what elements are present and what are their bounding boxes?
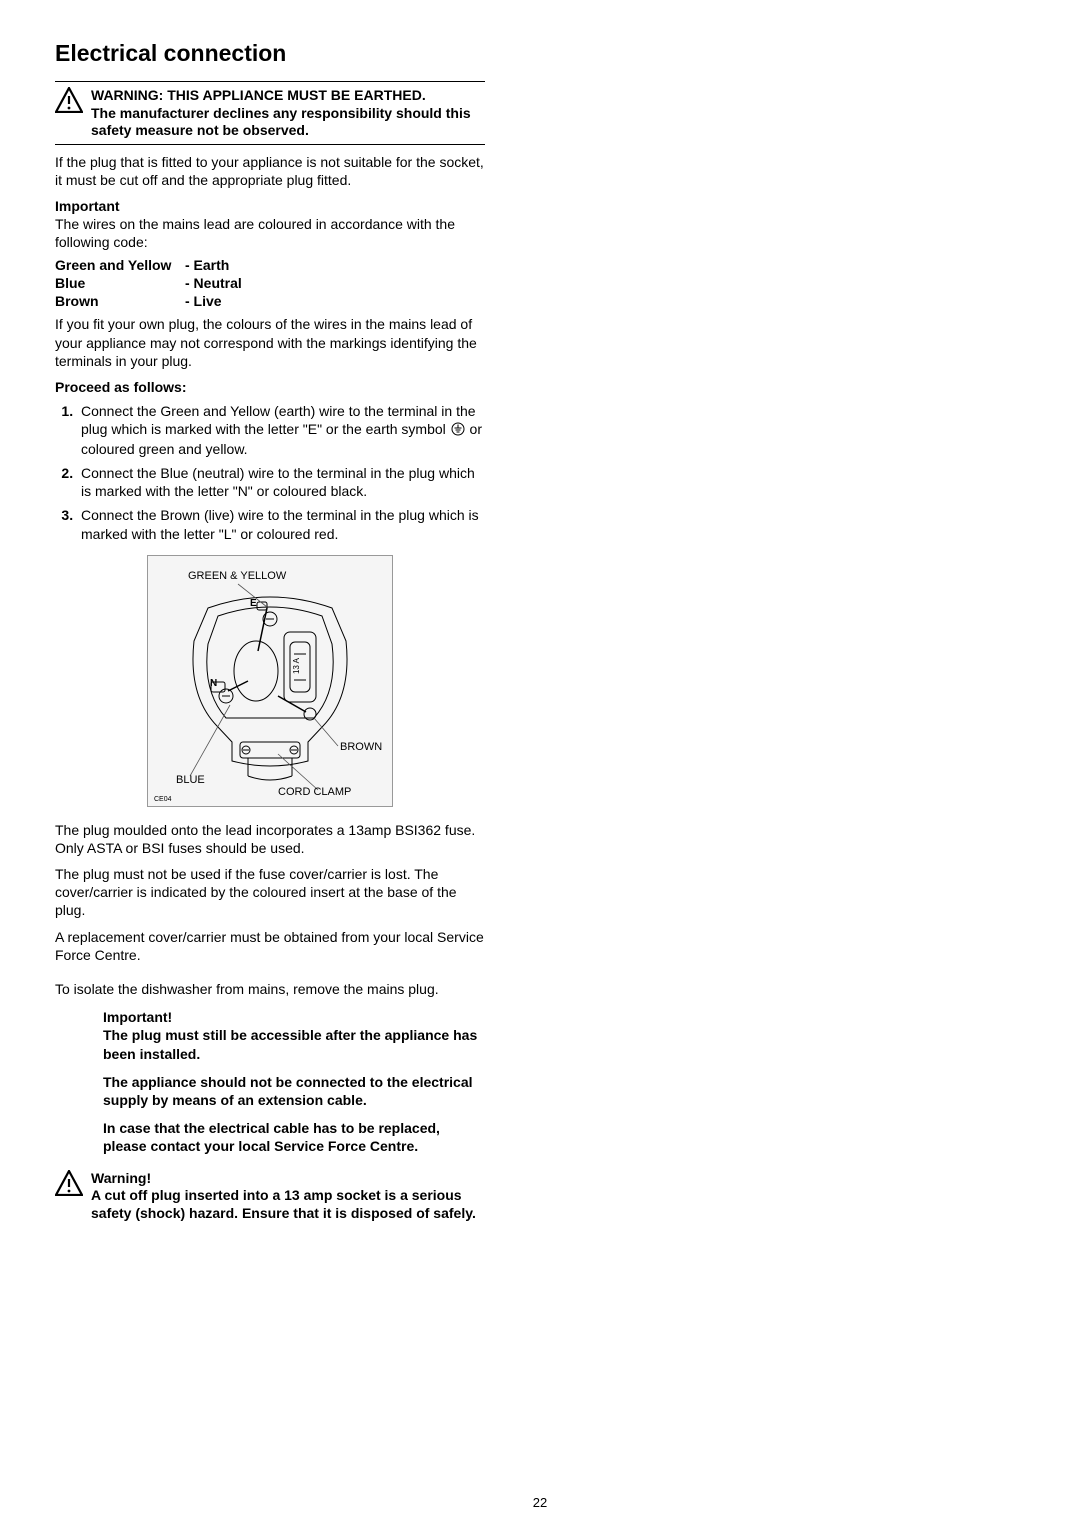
paragraph-wire-code: The wires on the mains lead are coloured… [55,216,455,250]
important2-p2: The appliance should not be connected to… [103,1073,485,1109]
steps-list: Connect the Green and Yellow (earth) wir… [55,402,485,543]
step-item: Connect the Green and Yellow (earth) wir… [77,402,485,458]
proceed-label: Proceed as follows: [55,378,485,396]
important2-p3: In case that the electrical cable has to… [103,1119,485,1155]
warning-icon [55,1170,83,1201]
fig-label-n: N [210,678,217,689]
important2-label: Important! [103,1009,172,1025]
wire-role: - Neutral [185,275,242,291]
warning2-label: Warning! [91,1170,485,1188]
fig-label-cord-clamp: CORD CLAMP [278,786,351,798]
paragraph-isolate: To isolate the dishwasher from mains, re… [55,980,485,998]
warning-box: WARNING: THIS APPLIANCE MUST BE EARTHED.… [55,82,485,144]
wire-color-table: Green and Yellow - Earth Blue - Neutral … [55,257,485,309]
wire-color: Green and Yellow [55,257,185,273]
fig-label-amp: 13 A [292,658,301,674]
page-title: Electrical connection [55,40,485,67]
paragraph-own-plug: If you fit your own plug, the colours of… [55,315,485,370]
warning2-box: Warning! A cut off plug inserted into a … [55,1166,485,1227]
plug-diagram: GREEN & YELLOW E N 13 A BROWN BLUE CORD … [147,555,393,807]
divider [55,144,485,145]
step-item: Connect the Brown (live) wire to the ter… [77,506,485,542]
page-number: 22 [0,1495,1080,1510]
paragraph-fuse1: The plug moulded onto the lead incorpora… [55,821,485,857]
earth-symbol-icon [451,422,465,440]
paragraph-plug-fit: If the plug that is fitted to your appli… [55,153,485,189]
warning-icon [55,87,83,118]
important-block: Important! The plug must still be access… [55,1008,485,1155]
wire-role: - Earth [185,257,229,273]
warning-line1: WARNING: THIS APPLIANCE MUST BE EARTHED. [91,87,485,105]
step-text-a: Connect the Green and Yellow (earth) wir… [81,403,476,437]
paragraph-fuse3: A replacement cover/carrier must be obta… [55,928,485,964]
fig-label-e: E [250,598,257,609]
warning2-text: A cut off plug inserted into a 13 amp so… [91,1187,485,1222]
wire-color: Brown [55,293,185,309]
wire-color: Blue [55,275,185,291]
fig-label-green-yellow: GREEN & YELLOW [188,570,286,582]
fig-code: CE04 [154,796,172,803]
fig-label-blue: BLUE [176,774,205,786]
important2-p1: The plug must still be accessible after … [103,1027,477,1061]
important-label: Important [55,198,120,214]
fig-label-brown: BROWN [340,741,382,753]
step-item: Connect the Blue (neutral) wire to the t… [77,464,485,500]
table-row: Green and Yellow - Earth [55,257,485,273]
table-row: Brown - Live [55,293,485,309]
wire-role: - Live [185,293,222,309]
table-row: Blue - Neutral [55,275,485,291]
warning-line2: The manufacturer declines any responsibi… [91,105,485,140]
paragraph-fuse2: The plug must not be used if the fuse co… [55,865,485,920]
